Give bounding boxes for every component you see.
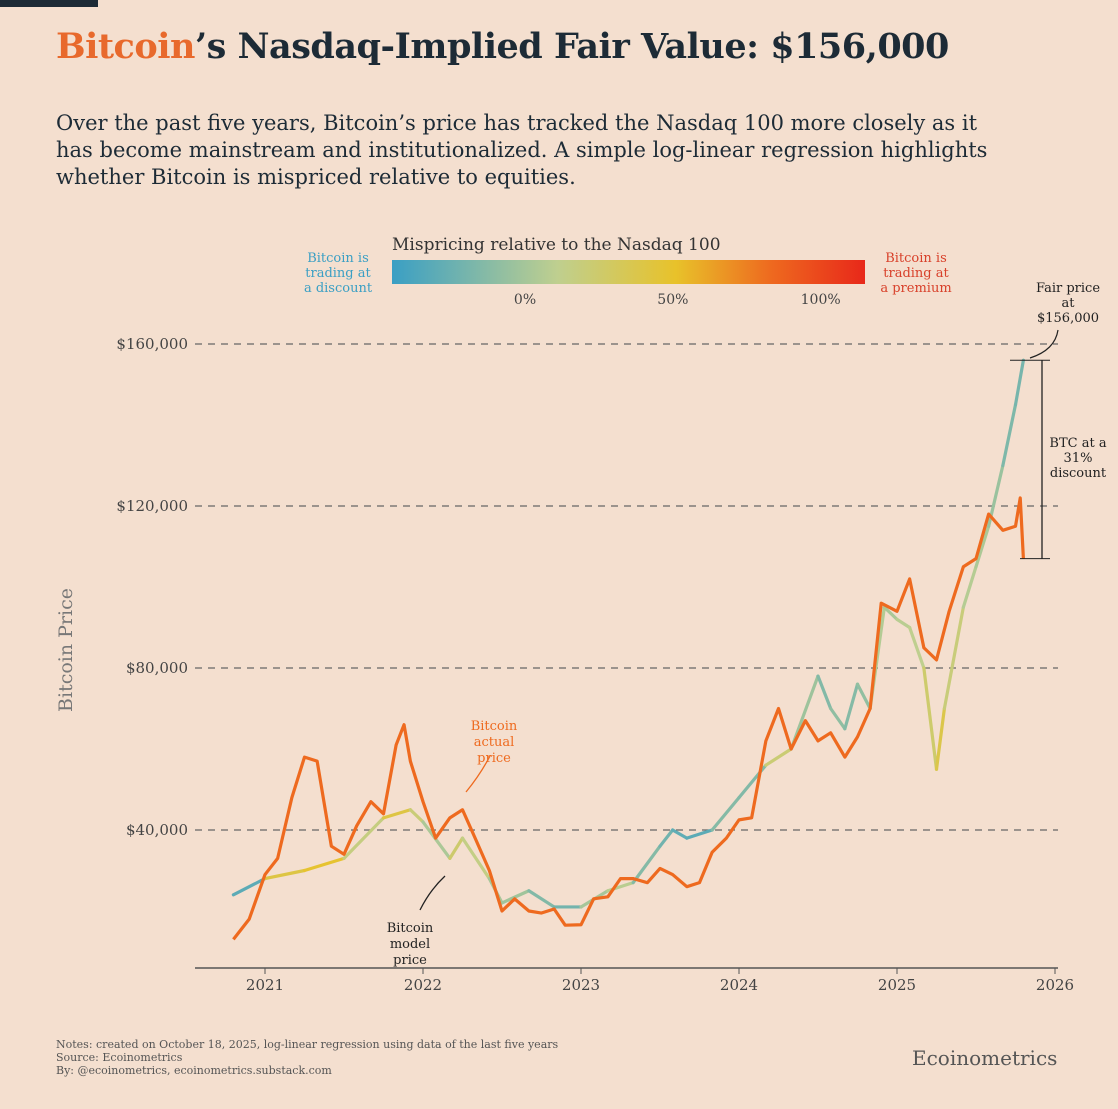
model-price-segment	[895, 617, 912, 630]
model-price-segment	[829, 706, 847, 731]
model-price-segment	[764, 747, 793, 767]
model-price-segment	[908, 625, 926, 670]
colorbar	[392, 260, 865, 284]
model-price-segment	[231, 876, 267, 897]
model-price-segment	[671, 828, 689, 840]
colorbar-title: Mispricing relative to the Nasdaq 100	[392, 235, 721, 255]
model-price-segment	[1013, 358, 1026, 407]
x-tick-label: 2022	[404, 976, 442, 994]
model-price-segment	[527, 889, 556, 909]
y-tick-label: $120,000	[116, 497, 188, 515]
y-tick-label: $80,000	[126, 659, 188, 677]
colorbar-tick: 0%	[514, 292, 536, 308]
model-price-segment	[922, 666, 939, 771]
model-price-annotation: Bitcoin model price	[387, 921, 434, 968]
actual-price-line	[232, 496, 1025, 941]
model-price-segment	[1001, 403, 1018, 468]
top-accent-bar	[0, 0, 98, 7]
note-line: By: @ecoinometrics, ecoinometrics.substa…	[56, 1064, 332, 1077]
model-price-segment	[658, 828, 675, 848]
note-line: Notes: created on October 18, 2025, log-…	[56, 1038, 559, 1051]
x-tick-label: 2026	[1036, 976, 1074, 994]
y-axis-label: Bitcoin Price	[55, 588, 77, 712]
model-price-segment	[302, 856, 346, 873]
model-price-segment	[421, 820, 452, 860]
model-price-segment	[942, 605, 965, 711]
x-tick-label: 2023	[562, 976, 600, 994]
model-price-segment	[843, 682, 860, 731]
subtitle: Over the past five years, Bitcoin’s pric…	[56, 111, 988, 189]
brand-logo: Ecoinometrics	[912, 1046, 1058, 1070]
model-price-segment	[500, 889, 531, 905]
colorbar-tick: 50%	[657, 292, 688, 308]
note-line: Source: Ecoinometrics	[56, 1051, 183, 1064]
notes: Notes: created on October 18, 2025, log-…	[56, 1038, 558, 1077]
colorbar-right-label: Bitcoin is trading at a premium	[880, 251, 951, 296]
model-price-segment	[448, 836, 465, 860]
x-tick-label: 2025	[878, 976, 916, 994]
y-tick-label: $160,000	[116, 335, 188, 353]
model-price-segment	[263, 868, 307, 881]
actual-arrow	[465, 755, 491, 793]
discount-annotation: BTC at a 31% discount	[1049, 436, 1106, 481]
fair-price-annotation: Fair price at $156,000	[1036, 281, 1100, 326]
model-price-segment	[961, 565, 978, 609]
model-price-segment	[710, 795, 741, 832]
model-price-segment	[855, 682, 872, 711]
fair-arrow	[1029, 329, 1059, 359]
page-title: Bitcoin’s Nasdaq-Implied Fair Value: $15…	[56, 26, 949, 67]
x-tick-label: 2024	[720, 976, 758, 994]
model-price-segment	[882, 605, 899, 622]
x-tick-label: 2021	[246, 976, 284, 994]
colorbar-left-label: Bitcoin is trading at a discount	[304, 251, 373, 296]
actual-price-annotation: Bitcoin actual price	[471, 719, 518, 766]
model-price-segment	[816, 674, 833, 711]
colorbar-tick: 100%	[801, 292, 841, 308]
y-tick-label: $40,000	[126, 821, 188, 839]
model-arrow	[419, 875, 446, 911]
model-price-segment	[631, 844, 662, 885]
model-price-segment	[408, 808, 425, 824]
model-price-segment	[460, 836, 491, 881]
model-price-segment	[342, 816, 386, 860]
title-rest: ’s Nasdaq-Implied Fair Value: $156,000	[194, 26, 949, 67]
title-accent: Bitcoin	[56, 26, 195, 67]
model-price-segment	[381, 808, 412, 820]
model-price-segment	[685, 828, 714, 840]
model-price-segment	[974, 524, 991, 569]
model-price-segment	[934, 706, 947, 771]
